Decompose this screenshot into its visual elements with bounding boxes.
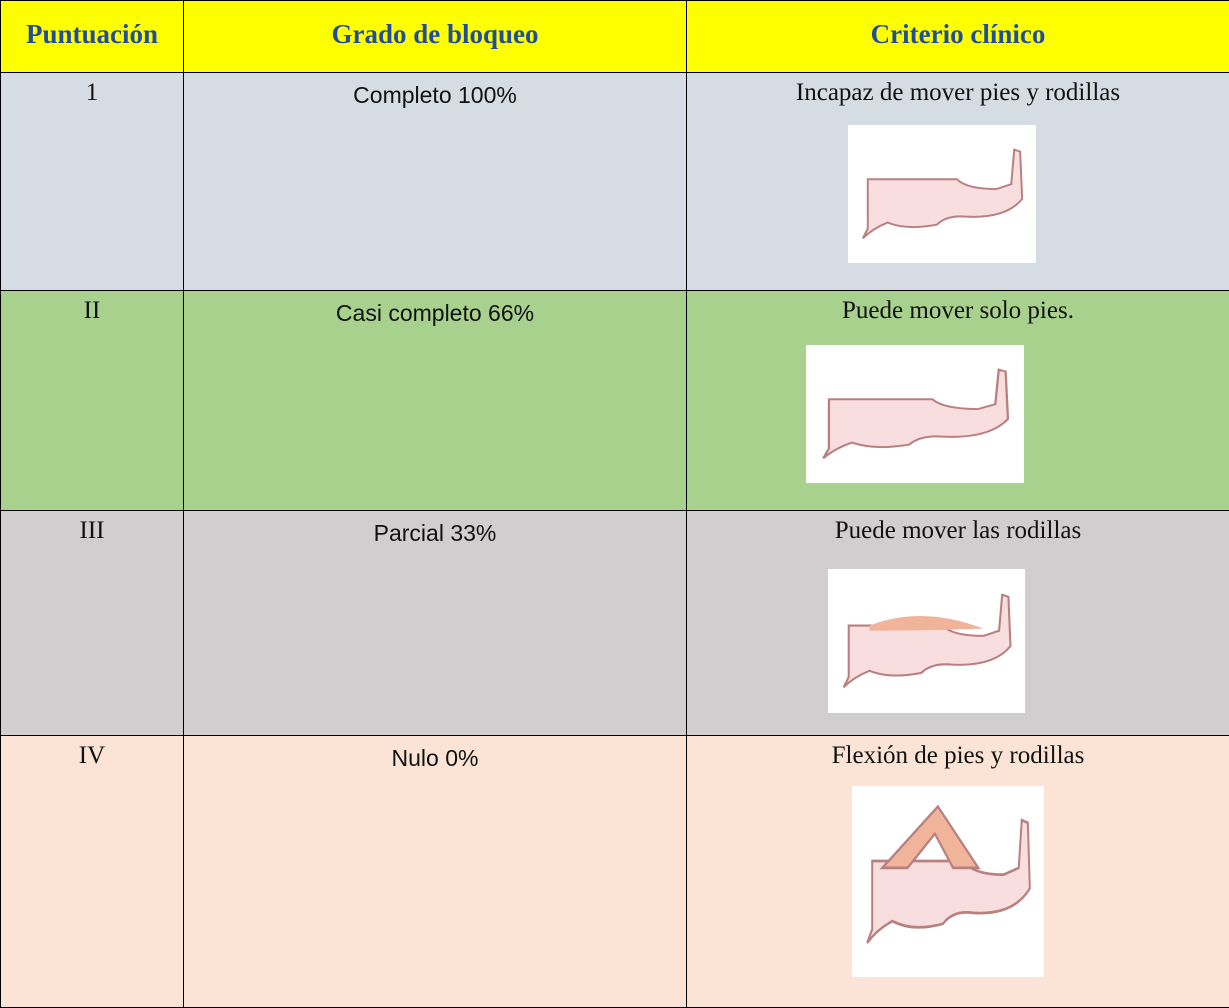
header-cell: Grado de bloqueo — [183, 0, 687, 73]
leg-illustration — [806, 345, 1024, 483]
leg-illustration — [852, 786, 1044, 977]
cell: Completo 100% — [183, 72, 687, 291]
cell: II — [0, 290, 184, 511]
cell: Casi completo 66% — [183, 290, 687, 511]
cell: Parcial 33% — [183, 510, 687, 736]
cell: III — [0, 510, 184, 736]
leg-illustration — [828, 569, 1025, 713]
header-cell: Puntuación — [0, 0, 184, 73]
cell: 1 — [0, 72, 184, 291]
header-cell: Criterio clínico — [686, 0, 1229, 73]
leg-illustration — [848, 125, 1036, 263]
cell: IV — [0, 735, 184, 1008]
cell: Nulo 0% — [183, 735, 687, 1008]
